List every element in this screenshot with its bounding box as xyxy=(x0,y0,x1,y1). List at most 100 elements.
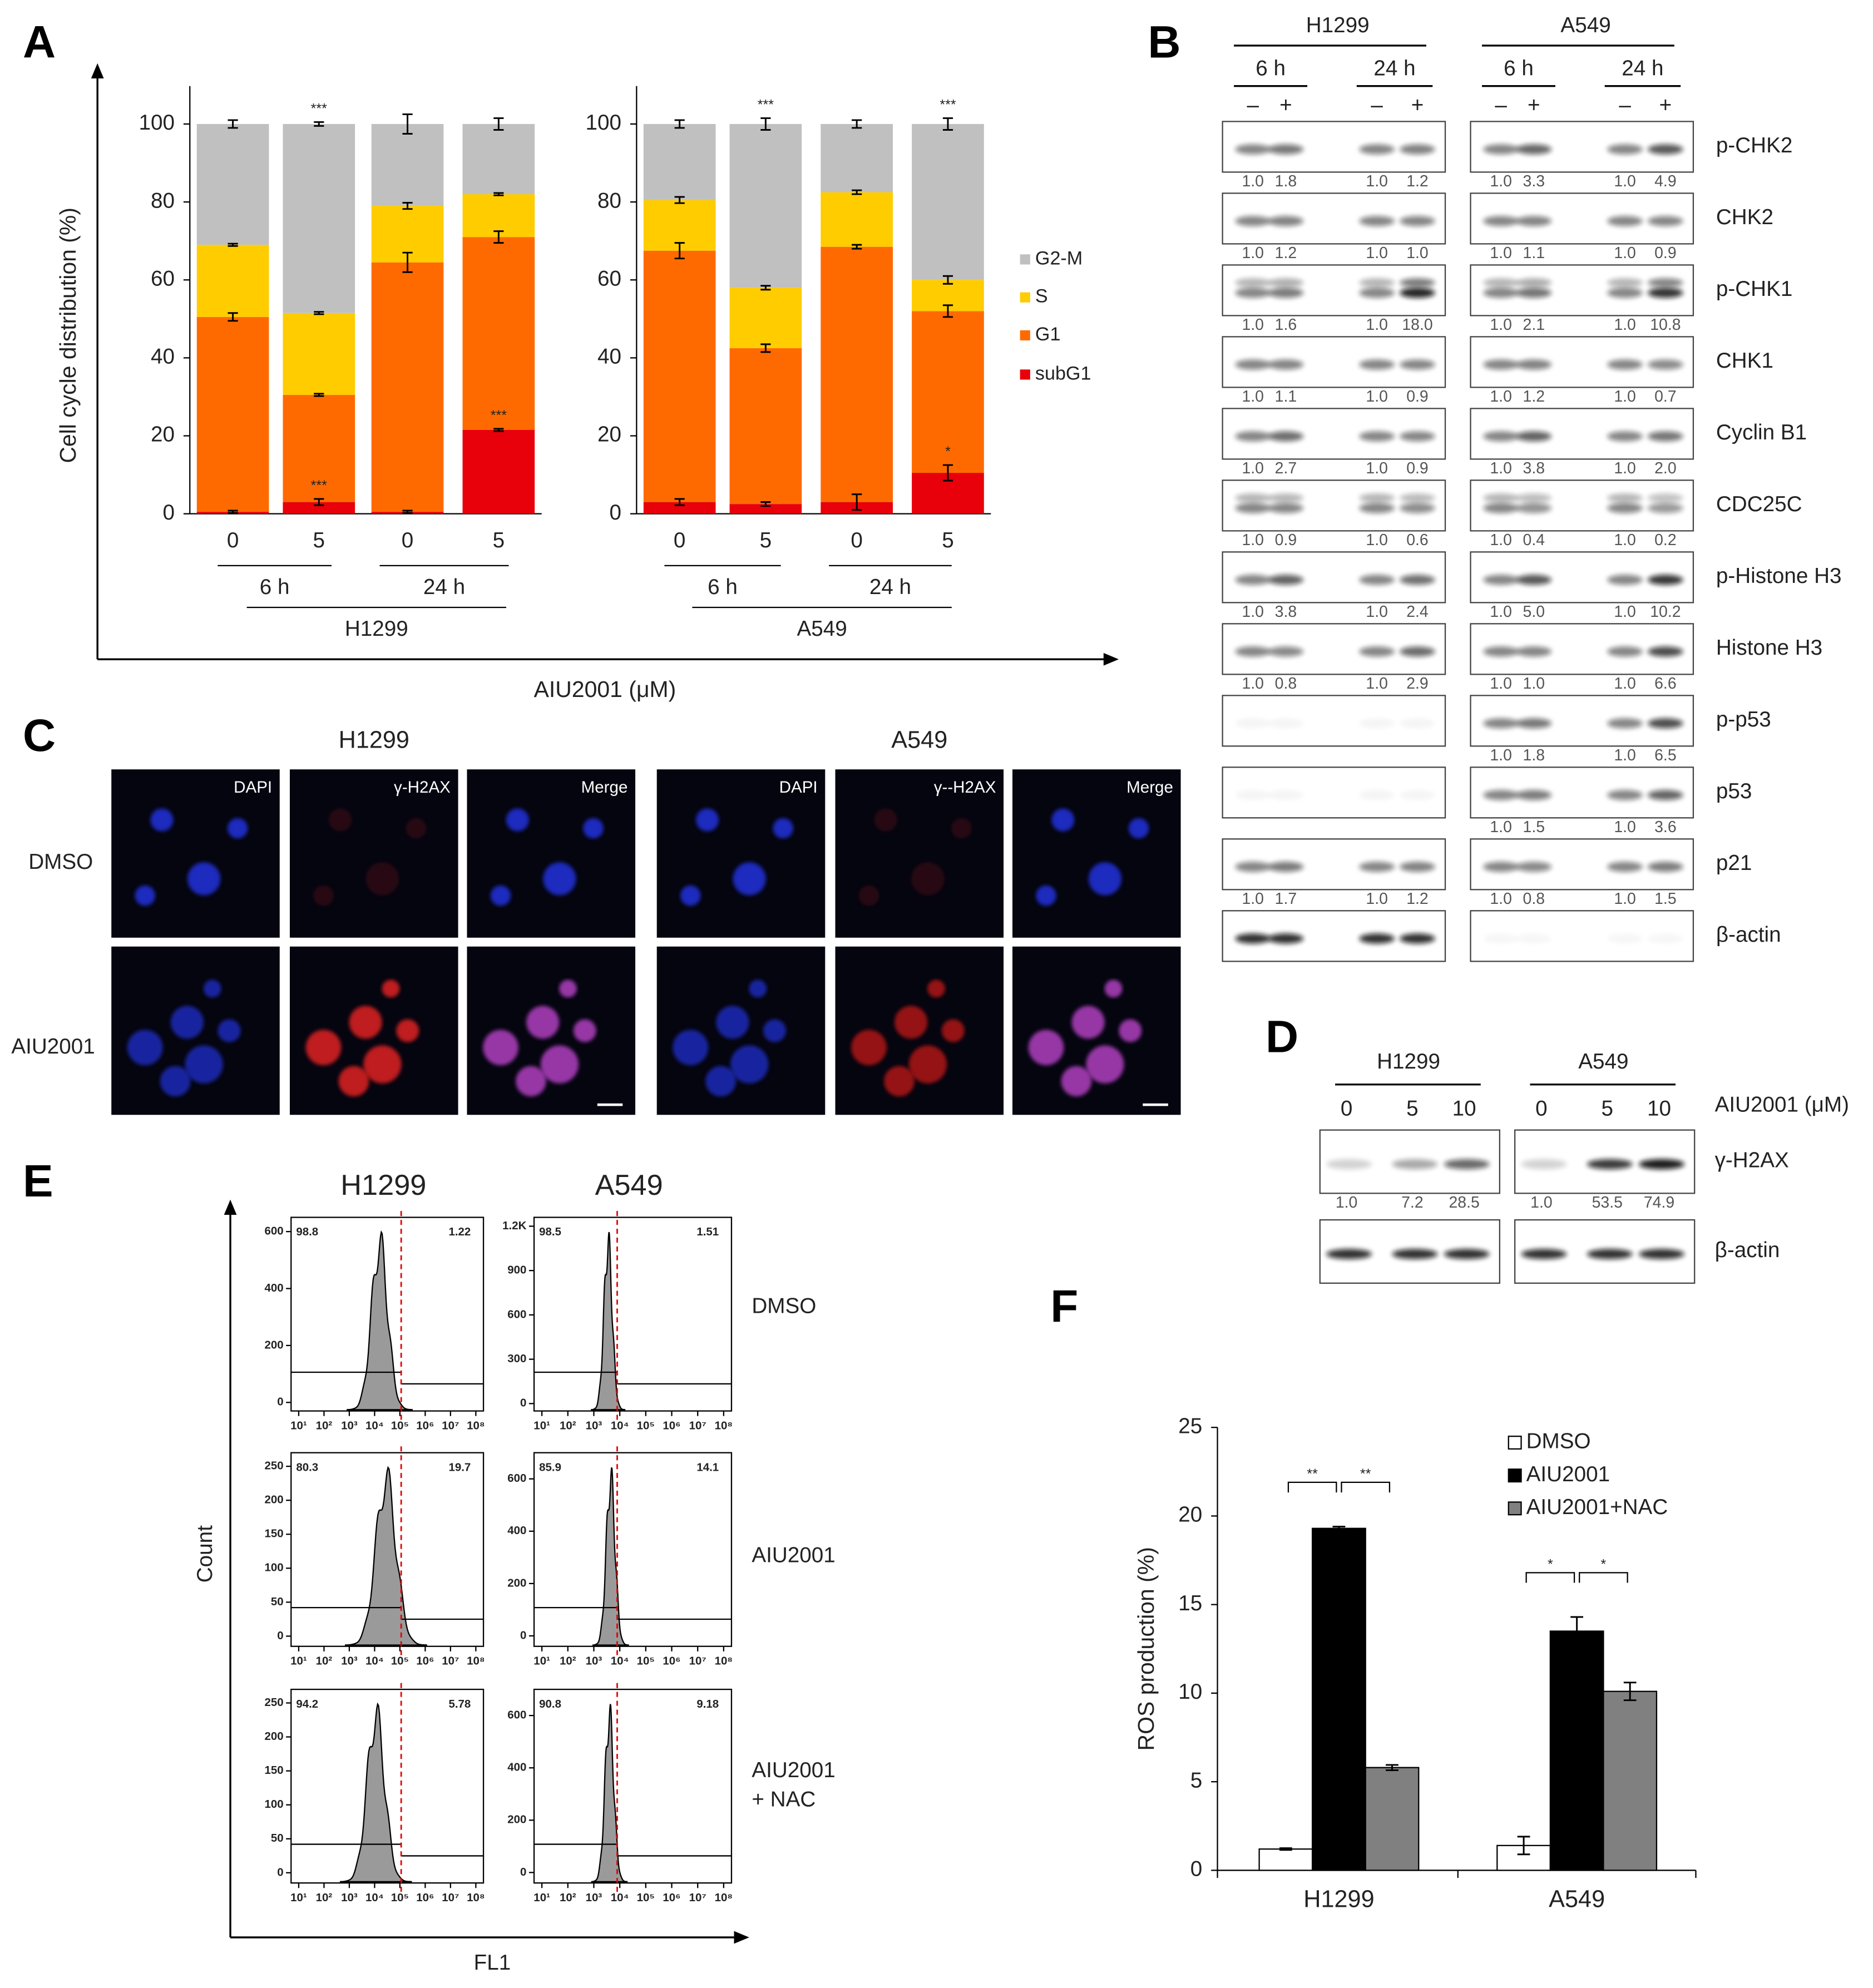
legend-swatch xyxy=(1020,254,1030,265)
blot-band xyxy=(1326,1159,1372,1170)
bar-segment xyxy=(462,429,535,514)
x-tick-label: 10⁵ xyxy=(391,1654,409,1667)
x-tick-label: 10⁵ xyxy=(391,1891,409,1904)
blot-band xyxy=(1483,144,1519,155)
dose-label: 10 xyxy=(1452,1096,1476,1120)
error-bar xyxy=(942,275,953,285)
protein-label: Cyclin B1 xyxy=(1716,421,1807,444)
blot-band xyxy=(1359,862,1395,872)
blot-band xyxy=(1268,718,1304,729)
blot-band xyxy=(1235,862,1271,872)
condition-label: DMSO xyxy=(752,1294,816,1318)
blot-band xyxy=(1400,278,1435,288)
error-bar xyxy=(674,196,685,204)
bar xyxy=(1258,1848,1313,1871)
legend-swatch xyxy=(1508,1468,1522,1483)
error-bar xyxy=(402,510,413,514)
y-tick-label: 60 xyxy=(151,266,175,290)
quantification: 1.5 xyxy=(1523,818,1545,836)
nucleus xyxy=(763,1019,787,1042)
blot-band xyxy=(1359,503,1395,513)
blot-band xyxy=(1516,718,1552,729)
bar-segment xyxy=(196,245,269,317)
quantification: 1.0 xyxy=(1614,675,1636,693)
x-tick-label: H1299 xyxy=(1303,1886,1374,1912)
blot-band xyxy=(1516,790,1552,800)
dose-label: 5 xyxy=(1601,1096,1613,1120)
bar-segment xyxy=(912,311,984,473)
nucleus xyxy=(506,808,529,832)
gate-percent: 80.3 xyxy=(296,1461,318,1473)
bar-segment xyxy=(462,194,535,238)
error-bar xyxy=(852,493,862,511)
y-tick-label: 20 xyxy=(1178,1503,1202,1527)
quantification: 0.9 xyxy=(1406,388,1429,405)
blot-band xyxy=(1235,575,1271,585)
error-bar xyxy=(674,498,685,506)
panel-letter: A xyxy=(23,17,56,68)
y-tick-label: 20 xyxy=(597,423,621,447)
quantification: 1.8 xyxy=(1523,746,1545,764)
error-bar xyxy=(760,285,771,291)
time-label: 6 h xyxy=(1256,56,1286,80)
x-tick-label: 10² xyxy=(560,1419,576,1432)
blot-band xyxy=(1648,493,1683,503)
error-bar xyxy=(228,243,238,247)
x-tick-label: 5 xyxy=(760,528,772,552)
quantification: 1.0 xyxy=(1242,603,1264,621)
blot-band xyxy=(1587,1159,1633,1170)
y-tick-label: 0 xyxy=(1190,1857,1203,1881)
quantification: 1.0 xyxy=(1242,675,1264,693)
x-tick-label: 10⁶ xyxy=(416,1891,434,1904)
protein-label: β-actin xyxy=(1716,923,1781,947)
y-tick-label: 0 xyxy=(277,1629,283,1642)
nucleus xyxy=(1036,885,1056,906)
blot-band xyxy=(1516,646,1552,657)
blot-band xyxy=(1648,646,1683,657)
nucleus xyxy=(305,1030,342,1066)
x-tick-label: 10⁶ xyxy=(416,1419,434,1432)
x-tick-label: 10⁵ xyxy=(637,1654,655,1667)
blot-band xyxy=(1235,144,1271,155)
nucleus xyxy=(187,862,221,896)
blot-band xyxy=(1483,718,1519,729)
y-tick-label: 0 xyxy=(610,501,622,525)
quantification: 4.9 xyxy=(1654,172,1677,190)
quantification: 2.4 xyxy=(1406,603,1429,621)
nucleus xyxy=(1128,818,1149,839)
dose-label: 10 xyxy=(1647,1096,1671,1120)
significance: * xyxy=(1601,1556,1607,1572)
protein-label: p-CHK1 xyxy=(1716,277,1793,301)
error-bar xyxy=(1517,1836,1530,1856)
y-tick-label: 600 xyxy=(264,1225,283,1238)
legend-label: AIU2001+NAC xyxy=(1526,1495,1668,1519)
quantification: 1.0 xyxy=(1614,459,1636,477)
x-tick-label: 10⁸ xyxy=(715,1419,733,1432)
micrograph xyxy=(289,769,458,938)
nucleus xyxy=(365,862,399,896)
blot-band xyxy=(1444,1249,1490,1259)
treatment-label: – xyxy=(1495,93,1507,117)
y-tick-label: 100 xyxy=(139,111,175,135)
blot-band xyxy=(1607,216,1643,226)
x-tick-label: 10⁸ xyxy=(467,1654,485,1667)
blot-band xyxy=(1400,144,1435,155)
blot-band xyxy=(1648,718,1683,729)
blot-band xyxy=(1400,862,1435,872)
nucleus xyxy=(127,1030,163,1066)
quantification: 1.6 xyxy=(1275,316,1297,334)
blot-band xyxy=(1359,718,1395,729)
blot-band xyxy=(1516,575,1552,585)
quantification: 1.0 xyxy=(1242,244,1264,262)
quantification: 1.2 xyxy=(1406,890,1429,908)
x-tick-label: 10⁵ xyxy=(637,1891,655,1904)
legend-swatch xyxy=(1020,330,1030,340)
quantification: 1.0 xyxy=(1366,603,1388,621)
bar-segment xyxy=(729,288,802,348)
quantification: 0.8 xyxy=(1275,675,1297,693)
bar-segment xyxy=(283,123,355,313)
bar-segment xyxy=(821,123,893,192)
blot-band xyxy=(1400,431,1435,442)
nucleus xyxy=(1061,1066,1092,1097)
